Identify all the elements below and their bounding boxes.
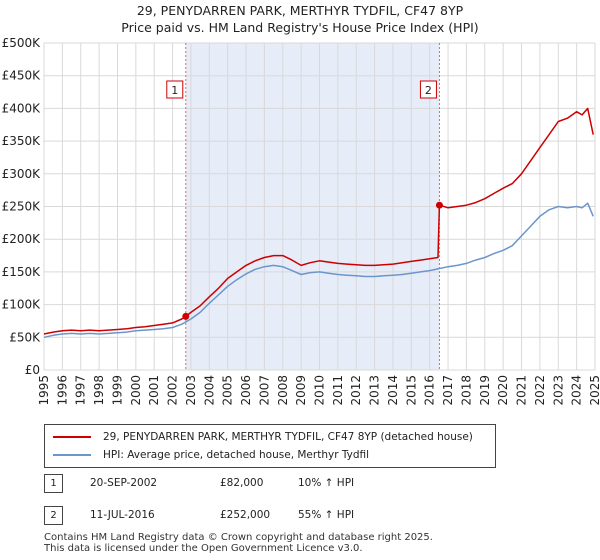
legend-swatch-red (53, 436, 91, 438)
y-tick-label: £500K (2, 36, 42, 50)
x-tick-label: 1997 (74, 375, 88, 406)
x-tick-label: 2007 (257, 375, 271, 406)
sale-label-number: 1 (171, 84, 178, 97)
y-tick-label: £250K (2, 200, 42, 214)
x-tick-label: 2021 (515, 375, 529, 406)
transaction-price: £82,000 (220, 477, 264, 489)
x-tick-label: 2020 (496, 375, 510, 406)
x-tick-label: 2017 (441, 375, 455, 406)
x-tick-label: 2016 (423, 375, 437, 406)
y-tick-label: £200K (2, 232, 42, 246)
price-chart: 1 2 £0 £50K £100K £150K £200K £250K £300K £350K £… (2, 36, 600, 406)
y-tick-label: £350K (2, 134, 42, 148)
x-tick-label: 2012 (349, 375, 363, 406)
transaction-price: £252,000 (220, 509, 271, 521)
x-tick-label: 2005 (221, 375, 235, 406)
transaction-badge: 1 (44, 474, 63, 493)
transaction-row: 1 20-SEP-2002 £82,000 10% ↑ HPI (44, 474, 564, 494)
legend-label-hpi: HPI: Average price, detached house, Mert… (103, 449, 370, 461)
x-tick-label: 2024 (570, 375, 584, 406)
chart-subtitle: Price paid vs. HM Land Registry's House … (121, 20, 479, 35)
y-tick-label: £0 (25, 363, 40, 377)
transaction-badge: 2 (44, 506, 63, 525)
sale-label-box (166, 80, 184, 99)
x-tick-label: 2006 (239, 375, 253, 406)
x-tick-label: 2002 (166, 375, 180, 406)
x-tick-label: 2004 (202, 375, 216, 406)
legend-swatch-blue (53, 454, 91, 456)
x-tick-label: 2025 (588, 375, 600, 406)
x-tick-label: 2008 (276, 375, 290, 406)
legend: 29, PENYDARREN PARK, MERTHYR TYDFIL, CF4… (44, 424, 496, 468)
x-tick-label: 1996 (55, 375, 69, 406)
y-tick-label: £150K (2, 265, 42, 279)
x-tick-label: 1998 (92, 375, 106, 406)
transaction-date: 20-SEP-2002 (90, 477, 158, 489)
property-series-line (43, 107, 594, 335)
transaction-date: 11-JUL-2016 (90, 509, 155, 521)
y-tick-label: £100K (2, 298, 42, 312)
x-tick-label: 2023 (551, 375, 565, 406)
y-tick-label: £450K (2, 69, 42, 83)
y-tick-label: £50K (9, 330, 41, 344)
x-tick-label: 2003 (184, 375, 198, 406)
sale-label-number: 2 (425, 84, 432, 97)
x-tick-label: 2000 (129, 375, 143, 406)
x-tick-label: 2011 (331, 375, 345, 406)
footer-copyright: Contains HM Land Registry data © Crown c… (44, 532, 433, 543)
sale-marker (182, 312, 190, 320)
x-tick-label: 2019 (478, 375, 492, 406)
legend-item-property: 29, PENYDARREN PARK, MERTHYR TYDFIL, CF4… (53, 429, 473, 445)
chart-title: 29, PENYDARREN PARK, MERTHYR TYDFIL, CF4… (136, 3, 464, 18)
sale-marker (435, 201, 443, 209)
transaction-row: 2 11-JUL-2016 £252,000 55% ↑ HPI (44, 506, 564, 526)
x-tick-label: 1999 (110, 375, 124, 406)
sale-label-box (419, 80, 437, 99)
footer-licence: This data is licensed under the Open Gov… (44, 543, 363, 554)
hpi-series-line (43, 202, 594, 339)
transaction-hpi: 10% ↑ HPI (298, 477, 355, 489)
legend-item-hpi: HPI: Average price, detached house, Mert… (53, 447, 369, 463)
x-tick-label: 2018 (459, 375, 473, 406)
x-tick-label: 1995 (37, 375, 51, 406)
x-tick-label: 2013 (368, 375, 382, 406)
x-tick-label: 2009 (294, 375, 308, 406)
x-tick-label: 2015 (404, 375, 418, 406)
y-tick-label: £300K (2, 167, 42, 181)
x-tick-label: 2014 (386, 375, 400, 406)
legend-label-property: 29, PENYDARREN PARK, MERTHYR TYDFIL, CF4… (103, 431, 473, 443)
x-tick-label: 2022 (533, 375, 547, 406)
x-tick-label: 2010 (313, 375, 327, 406)
x-tick-label: 2001 (147, 375, 161, 406)
y-tick-label: £400K (2, 101, 42, 115)
transaction-hpi: 55% ↑ HPI (298, 509, 355, 521)
